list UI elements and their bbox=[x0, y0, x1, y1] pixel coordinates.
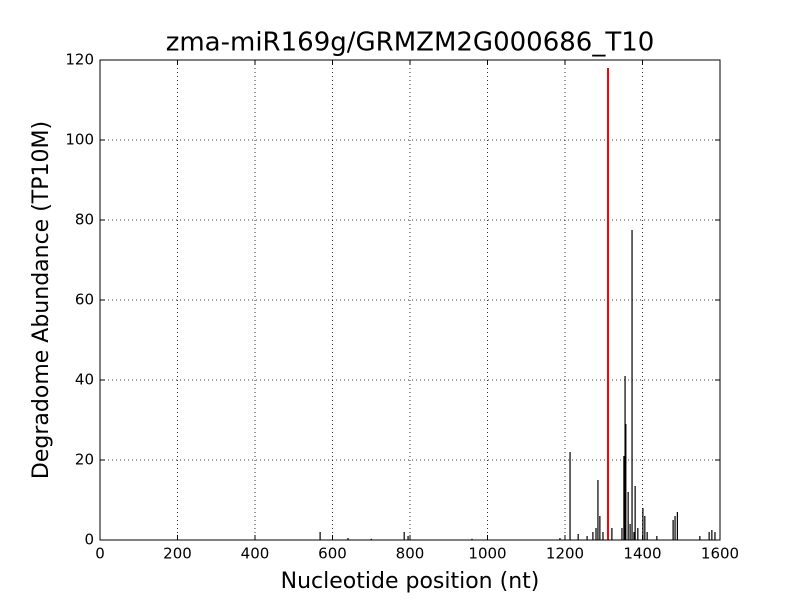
x-tick-label: 1200 bbox=[546, 545, 584, 563]
x-tick-label: 800 bbox=[396, 545, 425, 563]
x-tick-label: 200 bbox=[163, 545, 192, 563]
plot-frame bbox=[99, 59, 721, 541]
y-tick-label: 100 bbox=[65, 131, 94, 149]
y-tick-label: 40 bbox=[75, 371, 94, 389]
y-axis-label: Degradome Abundance (TP10M) bbox=[29, 121, 54, 479]
y-tick-label: 80 bbox=[75, 211, 94, 229]
y-tick-label: 120 bbox=[65, 51, 94, 69]
x-axis-label: Nucleotide position (nt) bbox=[281, 569, 540, 594]
y-tick-label: 20 bbox=[75, 451, 94, 469]
y-tick-label: 60 bbox=[75, 291, 94, 309]
x-tick-label: 1400 bbox=[623, 545, 661, 563]
x-tick-label: 1000 bbox=[468, 545, 506, 563]
x-tick-label: 0 bbox=[95, 545, 105, 563]
x-tick-label: 600 bbox=[318, 545, 347, 563]
x-tick-label: 1600 bbox=[701, 545, 739, 563]
x-tick-label: 400 bbox=[241, 545, 270, 563]
y-tick-label: 0 bbox=[84, 531, 94, 549]
chart-title: zma-miR169g/GRMZM2G000686_T10 bbox=[166, 28, 655, 58]
